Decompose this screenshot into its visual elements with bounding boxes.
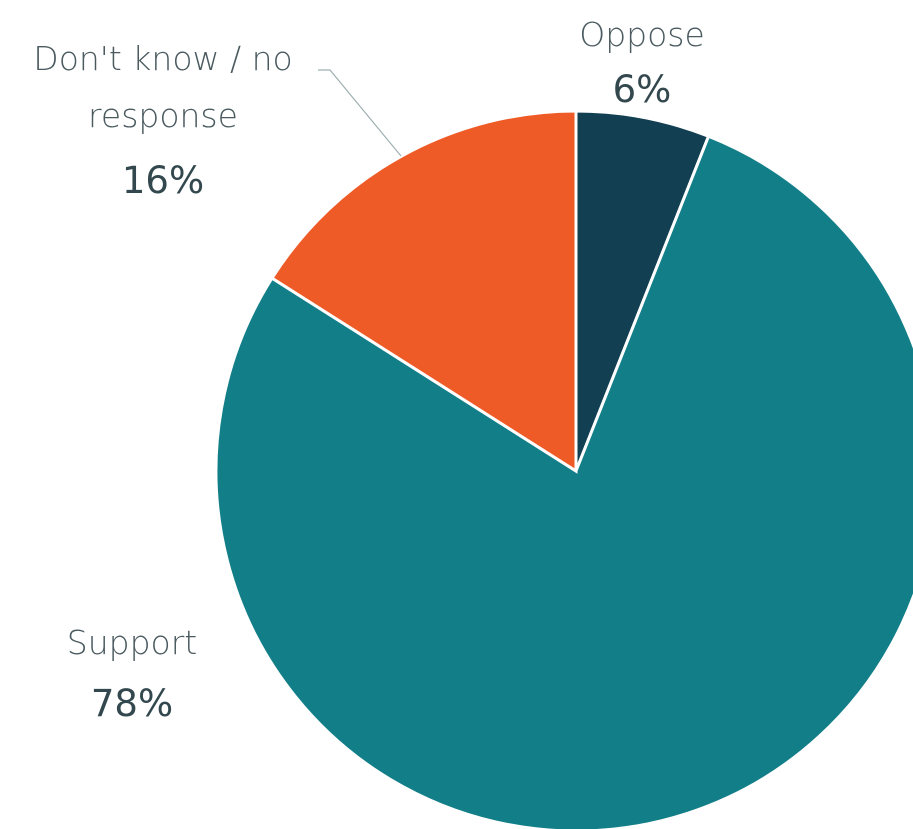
- pie-slice-support: [214, 134, 913, 829]
- label-support-percent: 78%: [91, 682, 173, 725]
- label-support-category: Support: [67, 623, 197, 662]
- pie-labels: Oppose 6% Don't know / no response 16% S…: [33, 15, 705, 725]
- label-dont-know-percent: 16%: [122, 159, 204, 202]
- label-support: Support 78%: [67, 623, 197, 725]
- label-oppose-percent: 6%: [613, 68, 672, 111]
- label-dont-know: Don't know / no response 16%: [33, 39, 292, 202]
- leader-line-dont-know: [318, 69, 402, 157]
- pie-slices: [214, 109, 913, 829]
- pie-slice-oppose: [574, 109, 711, 472]
- label-dont-know-category-line1: Don't know / no: [33, 39, 292, 78]
- label-oppose-category: Oppose: [579, 15, 705, 54]
- label-dont-know-category-line2: response: [88, 96, 238, 135]
- pie-slice-don-t-know-no-response: [269, 109, 578, 474]
- label-oppose: Oppose 6%: [579, 15, 705, 111]
